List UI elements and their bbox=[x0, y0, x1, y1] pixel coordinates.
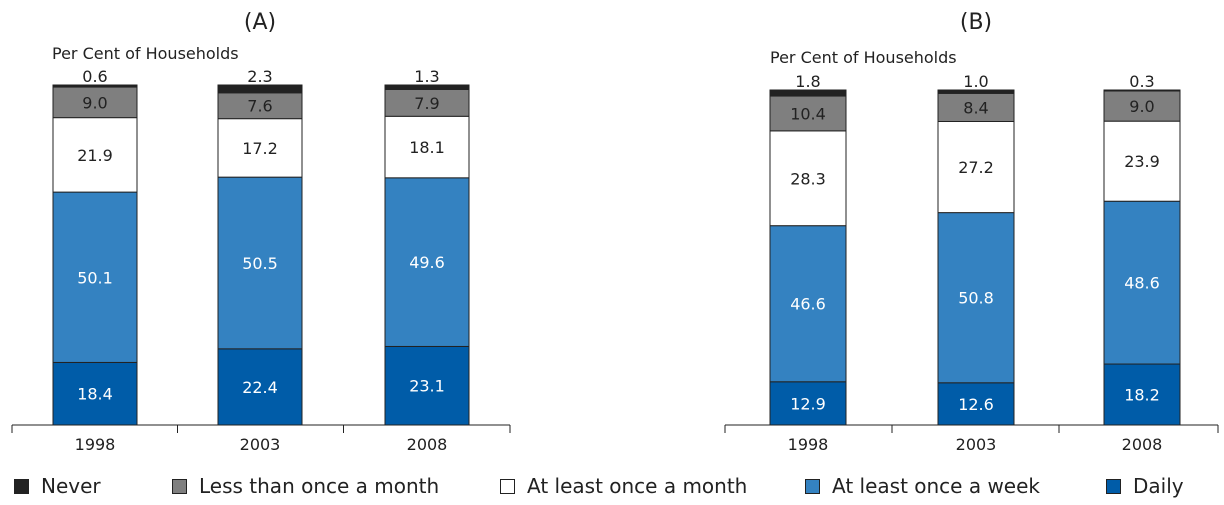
chart-a-bar-2008-at-least-once-a-month bbox=[384, 115, 470, 179]
chart-b-ylabel: Per Cent of Households bbox=[770, 48, 957, 67]
chart-b-label-1998-at-least-once-a-month: 28.3 bbox=[790, 169, 826, 188]
chart-b-title: (B) bbox=[960, 10, 992, 35]
chart-b-label-1998-never: 1.8 bbox=[795, 72, 820, 91]
chart-b-bar-2008-never bbox=[1103, 89, 1181, 92]
chart-a-tick-label-2008: 2008 bbox=[407, 435, 448, 454]
legend-swatch-daily bbox=[1106, 478, 1121, 494]
chart-b-bar-2003-never bbox=[937, 89, 1015, 94]
legend-label-at-least-once-a-week: At least once a week bbox=[832, 474, 1040, 498]
chart-a-label-1998-daily: 18.4 bbox=[77, 385, 113, 404]
legend-item-at-least-once-a-week: At least once a week bbox=[805, 474, 1040, 498]
legend-item-less-than-once-a-month: Less than once a month bbox=[172, 474, 439, 498]
chart-a-label-2008-at-least-once-a-week: 49.6 bbox=[409, 253, 445, 272]
chart-a-bar-2008-daily bbox=[384, 345, 470, 426]
chart-a-label-1998-at-least-once-a-month: 21.9 bbox=[77, 146, 113, 165]
chart-a-bar-1998-daily bbox=[52, 361, 138, 426]
chart-b-label-2003-daily: 12.6 bbox=[958, 395, 994, 414]
chart-a-label-2008-never: 1.3 bbox=[414, 67, 439, 86]
chart-b-label-2008-at-least-once-a-month: 23.9 bbox=[1124, 152, 1160, 171]
chart-a-label-2003-daily: 22.4 bbox=[242, 378, 278, 397]
legend-swatch-at-least-once-a-month bbox=[500, 478, 515, 494]
legend-label-never: Never bbox=[41, 474, 101, 498]
chart-a-bar-2003-at-least-once-a-week bbox=[217, 176, 303, 350]
chart-a-label-2003-less-than-once-a-month: 7.6 bbox=[247, 97, 272, 116]
chart-a-bar-2008-never bbox=[384, 84, 470, 90]
chart-b-tick-label-2003: 2003 bbox=[956, 435, 997, 454]
chart-a-label-2008-at-least-once-a-month: 18.1 bbox=[409, 138, 445, 157]
legend-item-never: Never bbox=[14, 474, 101, 498]
chart-b-label-1998-less-than-once-a-month: 10.4 bbox=[790, 104, 826, 123]
legend-item-daily: Daily bbox=[1106, 474, 1184, 498]
legend-label-at-least-once-a-month: At least once a month bbox=[527, 474, 748, 498]
chart-a-bar-2008-at-least-once-a-week bbox=[384, 177, 470, 347]
chart-b-bar-2008-daily bbox=[1103, 363, 1181, 426]
chart-a-label-1998-at-least-once-a-week: 50.1 bbox=[77, 268, 113, 287]
legend-item-at-least-once-a-month: At least once a month bbox=[500, 474, 747, 498]
chart-a-bar-2003-at-least-once-a-month bbox=[217, 118, 303, 178]
chart-b-bar-1998-less-than-once-a-month bbox=[769, 95, 847, 132]
chart-b-bar-1998-never bbox=[769, 89, 847, 97]
legend: Never Less than once a month At least on… bbox=[0, 474, 1224, 504]
chart-b-label-2003-at-least-once-a-month: 27.2 bbox=[958, 158, 994, 177]
chart-b-label-2008-never: 0.3 bbox=[1129, 72, 1154, 91]
chart-a-label-1998-less-than-once-a-month: 9.0 bbox=[82, 93, 107, 112]
chart-b-label-2008-daily: 18.2 bbox=[1124, 386, 1160, 405]
chart-a-title: (A) bbox=[244, 10, 276, 35]
chart-a-bar-2003-never bbox=[217, 84, 303, 94]
chart-b-bar-2008-less-than-once-a-month bbox=[1103, 90, 1181, 122]
legend-swatch-never bbox=[14, 478, 29, 494]
chart-b-tick-label-1998: 1998 bbox=[788, 435, 829, 454]
chart-a-tick-label-1998: 1998 bbox=[75, 435, 116, 454]
chart-a-label-2003-never: 2.3 bbox=[247, 67, 272, 86]
chart-b-tick-label-2008: 2008 bbox=[1122, 435, 1163, 454]
chart-b-bar-2008-at-least-once-a-month bbox=[1103, 120, 1181, 202]
chart-a-label-1998-never: 0.6 bbox=[82, 67, 107, 86]
chart-b-bar-1998-at-least-once-a-week bbox=[769, 225, 847, 383]
chart-a-bar-1998-at-least-once-a-week bbox=[52, 191, 138, 363]
chart-a-label-2003-at-least-once-a-month: 17.2 bbox=[242, 139, 278, 158]
chart-a-bar-1998-never bbox=[52, 84, 138, 88]
legend-label-less-than-once-a-month: Less than once a month bbox=[199, 474, 440, 498]
chart-a-bar-2008-less-than-once-a-month bbox=[384, 88, 470, 117]
chart-b-label-2003-at-least-once-a-week: 50.8 bbox=[958, 289, 994, 308]
chart-a-label-2003-at-least-once-a-week: 50.5 bbox=[242, 254, 278, 273]
chart-b-label-2003-never: 1.0 bbox=[963, 72, 988, 91]
chart-b-label-2008-at-least-once-a-week: 48.6 bbox=[1124, 274, 1160, 293]
chart-b-label-2008-less-than-once-a-month: 9.0 bbox=[1129, 97, 1154, 116]
legend-swatch-less-than-once-a-month bbox=[172, 478, 187, 494]
chart-a-label-2008-daily: 23.1 bbox=[409, 377, 445, 396]
chart-b-bar-2008-at-least-once-a-week bbox=[1103, 200, 1181, 365]
chart-a-tick-label-2003: 2003 bbox=[240, 435, 281, 454]
chart-b-bar-1998-at-least-once-a-month bbox=[769, 130, 847, 227]
chart-a-label-2008-less-than-once-a-month: 7.9 bbox=[414, 94, 439, 113]
legend-label-daily: Daily bbox=[1133, 474, 1184, 498]
chart-a-bar-1998-less-than-once-a-month bbox=[52, 86, 138, 119]
chart-b-label-2003-less-than-once-a-month: 8.4 bbox=[963, 98, 988, 117]
chart-a-ylabel: Per Cent of Households bbox=[52, 44, 239, 63]
chart-a-bar-2003-less-than-once-a-month bbox=[217, 92, 303, 120]
legend-swatch-at-least-once-a-week bbox=[805, 478, 820, 494]
chart-b-label-1998-at-least-once-a-week: 46.6 bbox=[790, 295, 826, 314]
chart-b-label-1998-daily: 12.9 bbox=[790, 394, 826, 413]
